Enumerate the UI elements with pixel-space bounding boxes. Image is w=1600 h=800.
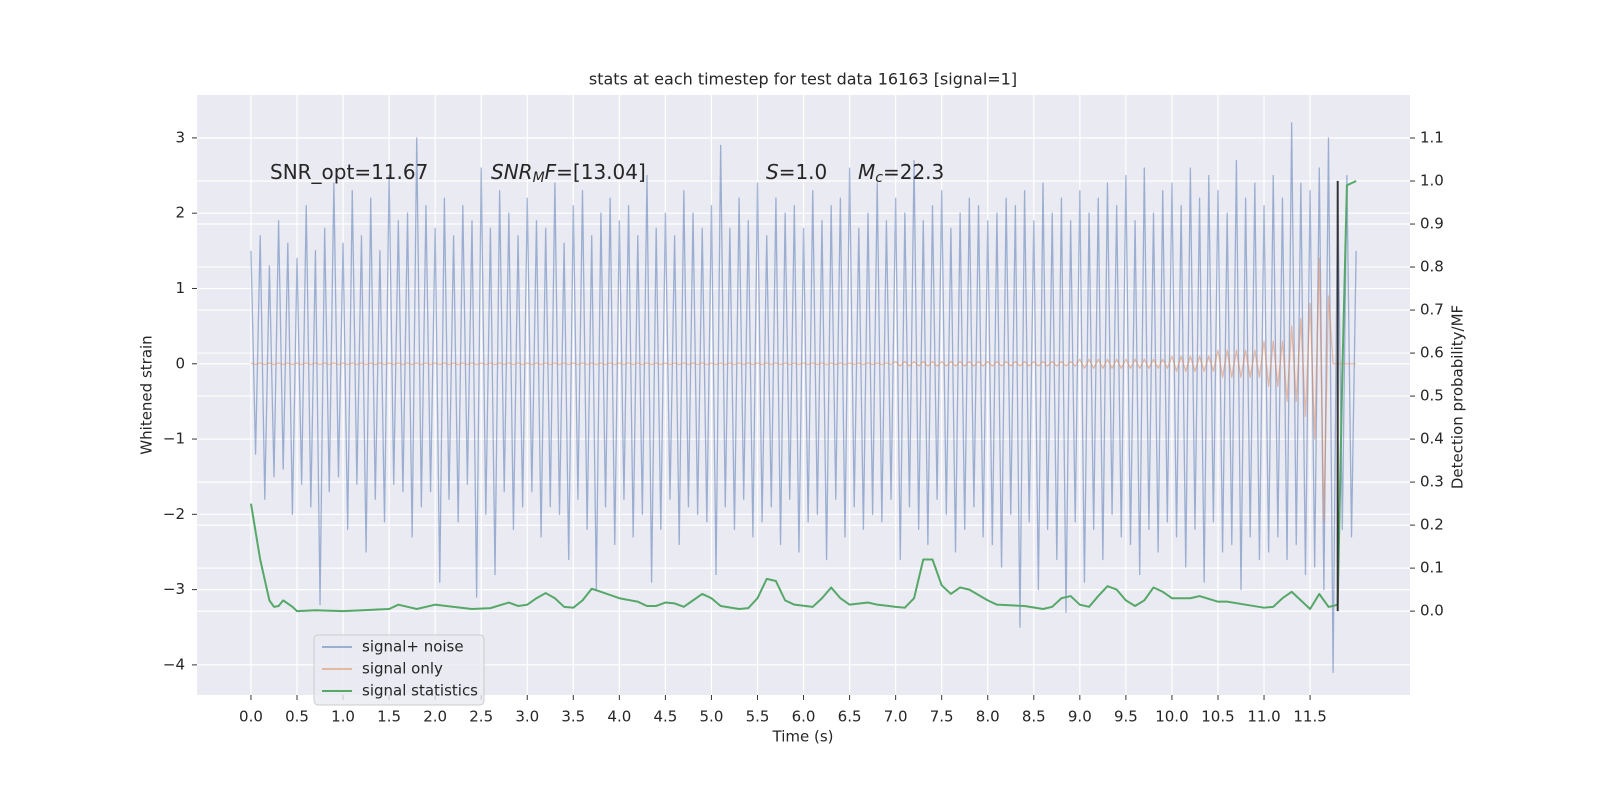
series-line <box>250 257 1357 523</box>
chart-title: stats at each timestep for test data 161… <box>589 70 1017 89</box>
y-tick-label: −4 <box>163 655 185 673</box>
annotation-part: =22.3 <box>883 160 944 184</box>
y-tick-label: −1 <box>163 430 185 448</box>
x-tick-label: 0.5 <box>285 708 309 726</box>
y2-tick-label: 0.1 <box>1420 559 1444 577</box>
x-tick-label: 8.5 <box>1022 708 1046 726</box>
y2-tick-label: 0.2 <box>1420 516 1444 534</box>
annotation-part: S <box>766 160 779 184</box>
series-line <box>250 122 1357 674</box>
x-tick-label: 5.0 <box>700 708 724 726</box>
y2-tick-label: 1.0 <box>1420 172 1444 190</box>
x-axis-label: Time (s) <box>772 728 834 746</box>
x-tick-label: 4.0 <box>607 708 631 726</box>
y2-tick-label: 0.4 <box>1420 430 1444 448</box>
x-tick-label: 11.0 <box>1247 708 1280 726</box>
annotation: SNRMF=[13.04] <box>491 160 646 187</box>
y2-tick-label: 0.5 <box>1420 387 1444 405</box>
x-tick-label: 8.0 <box>976 708 1000 726</box>
y2-tick-label: 0.6 <box>1420 344 1444 362</box>
legend-box <box>313 634 485 706</box>
annotation-part: =[13.04] <box>556 160 646 184</box>
y2-axis-label: Detection probability/MF <box>1449 305 1467 489</box>
x-tick-label: 5.5 <box>746 708 770 726</box>
y-tick-label: −3 <box>163 580 185 598</box>
legend: signal+ noise signal only signal statistic… <box>313 634 485 706</box>
y2-tick-label: 0.7 <box>1420 301 1444 319</box>
annotation-part: M <box>533 170 545 186</box>
x-tick-label: 3.0 <box>515 708 539 726</box>
annotation-part: SNR_opt=11.67 <box>270 160 428 184</box>
x-tick-label: 6.0 <box>792 708 816 726</box>
legend-label: signal statistics <box>362 682 478 700</box>
y2-tick-label: 0.0 <box>1420 602 1444 620</box>
x-tick-label: 7.5 <box>930 708 954 726</box>
annotation-part: c <box>875 170 883 186</box>
x-tick-label: 7.0 <box>884 708 908 726</box>
y-tick-label: 1 <box>175 279 185 297</box>
x-tick-label: 4.5 <box>653 708 677 726</box>
x-tick-label: 10.0 <box>1155 708 1188 726</box>
y2-tick-label: 1.1 <box>1420 129 1444 147</box>
y-tick-label: −2 <box>163 505 185 523</box>
legend-label: signal+ noise <box>362 638 464 656</box>
y2-tick-label: 0.3 <box>1420 473 1444 491</box>
marks <box>249 122 1357 674</box>
x-tick-label: 1.5 <box>377 708 401 726</box>
x-tick-label: 10.5 <box>1201 708 1234 726</box>
annotation: SNR_opt=11.67 <box>270 160 428 184</box>
legend-label: signal only <box>362 660 443 678</box>
y-axis-label: Whitened strain <box>138 335 156 454</box>
x-tick-label: 1.0 <box>331 708 355 726</box>
x-tick-label: 6.5 <box>838 708 862 726</box>
x-tick-label: 9.0 <box>1068 708 1092 726</box>
y-tick-label: 0 <box>175 354 185 372</box>
y2-tick-label: 0.8 <box>1420 258 1444 276</box>
annotation-part: F <box>545 160 557 184</box>
y-tick-label: 2 <box>175 204 185 222</box>
annotation: Mc=22.3 <box>858 160 944 187</box>
x-tick-label: 9.5 <box>1114 708 1138 726</box>
x-tick-label: 0.0 <box>239 708 263 726</box>
x-tick-label: 2.0 <box>423 708 447 726</box>
series-line <box>249 180 1357 613</box>
annotation-part: =1.0 <box>779 160 828 184</box>
x-tick-label: 11.5 <box>1293 708 1326 726</box>
x-tick-label: 3.5 <box>561 708 585 726</box>
y-tick-label: 3 <box>175 128 185 146</box>
y2-tick-label: 0.9 <box>1420 215 1444 233</box>
annotation: S=1.0 <box>766 160 827 184</box>
annotation-part: M <box>858 160 875 184</box>
annotation-part: SNR <box>491 160 533 184</box>
axes: 0.0 0.5 1.0 1.5 2.0 2.5 3.0 3.5 4.0 4.5 5.0 5.5 6.0 6… <box>163 128 1444 725</box>
x-tick-label: 2.5 <box>469 708 493 726</box>
